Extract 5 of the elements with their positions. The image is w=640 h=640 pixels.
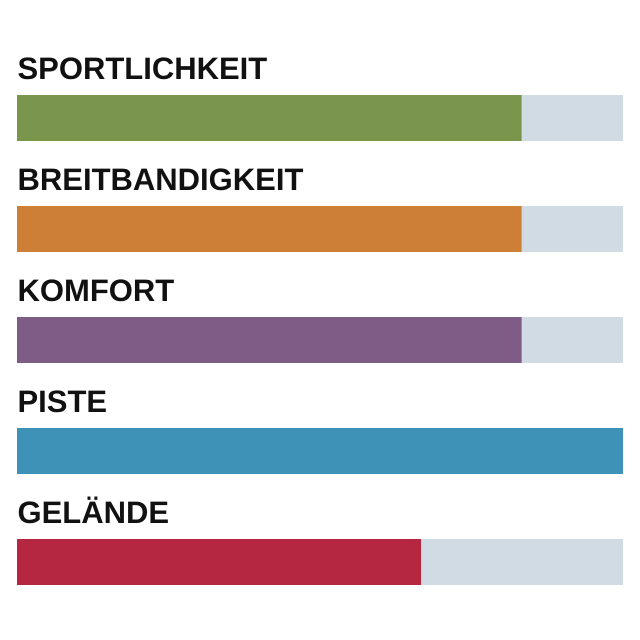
y-tick-label: SPORTLICHKEIT — [18, 50, 268, 86]
y-tick-label: GELÄNDE — [18, 495, 170, 530]
y-tick-label: KOMFORT — [18, 273, 174, 308]
y-tick-label: PISTE — [18, 384, 108, 420]
y-tick-label: BREITBANDIGKEIT — [18, 162, 304, 197]
